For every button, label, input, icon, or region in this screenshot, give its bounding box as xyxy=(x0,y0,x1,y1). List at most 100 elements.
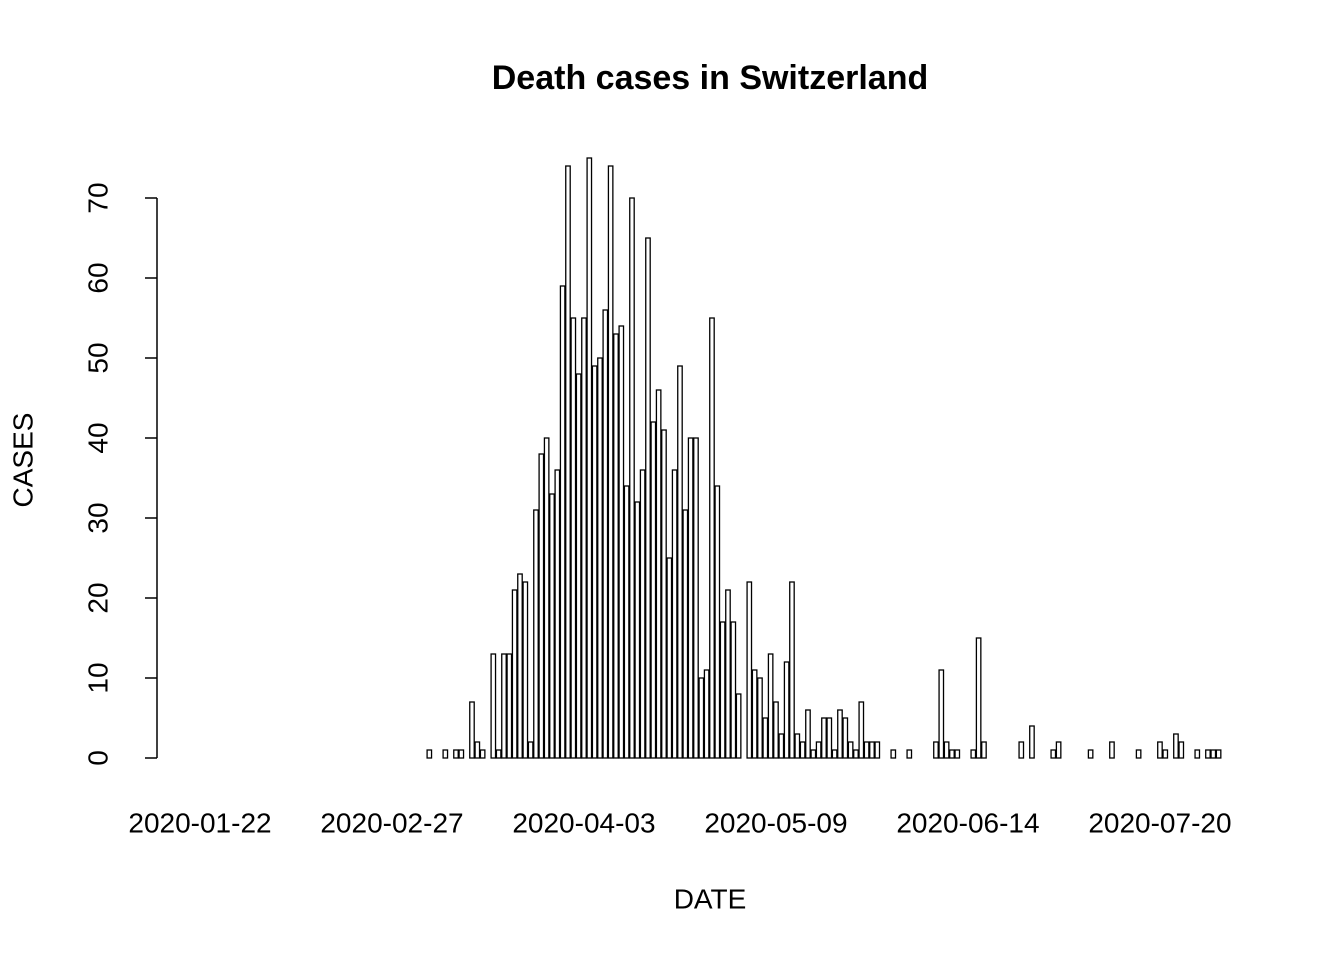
bar xyxy=(719,621,726,759)
bar xyxy=(661,429,667,759)
bar xyxy=(1173,733,1179,759)
bar xyxy=(1162,749,1169,759)
bar xyxy=(949,749,955,759)
bar xyxy=(714,485,721,759)
bar xyxy=(490,653,497,759)
bar xyxy=(869,741,875,759)
bar xyxy=(458,749,465,759)
bar xyxy=(938,669,945,759)
y-tick-label: 40 xyxy=(82,422,113,453)
bar xyxy=(687,437,694,759)
y-tick-label: 20 xyxy=(82,582,113,613)
bar xyxy=(623,485,630,759)
bar xyxy=(565,165,571,759)
bar xyxy=(735,693,742,759)
y-axis-label: CASES xyxy=(7,413,38,508)
bar xyxy=(746,581,753,759)
y-tick-label: 70 xyxy=(82,182,113,213)
bar xyxy=(543,437,550,759)
bar xyxy=(842,717,849,759)
bar xyxy=(549,493,555,759)
bar xyxy=(426,749,433,759)
bar xyxy=(1087,749,1094,759)
bar xyxy=(757,677,763,759)
bar xyxy=(1194,749,1201,759)
bar xyxy=(794,733,801,759)
bar xyxy=(730,621,737,759)
bar xyxy=(975,637,982,759)
bar xyxy=(639,469,646,759)
bar xyxy=(933,741,939,759)
bar xyxy=(709,317,715,759)
chart-title: Death cases in Switzerland xyxy=(492,59,929,97)
bar xyxy=(645,237,651,759)
bar xyxy=(479,749,486,759)
y-tick-label: 30 xyxy=(82,502,113,533)
bar xyxy=(1215,749,1222,759)
bar xyxy=(943,741,950,759)
bar xyxy=(570,317,577,759)
bar xyxy=(511,589,518,759)
y-tick-label: 0 xyxy=(82,750,113,766)
bar xyxy=(799,741,806,759)
bar xyxy=(474,741,481,759)
bar xyxy=(751,669,758,759)
bar xyxy=(783,661,790,759)
bar xyxy=(1055,741,1062,759)
bar xyxy=(1210,749,1217,759)
bar xyxy=(442,749,449,759)
bar xyxy=(469,701,475,759)
bar xyxy=(581,317,587,759)
bar xyxy=(847,741,854,759)
bar xyxy=(805,709,811,759)
bar xyxy=(613,333,619,759)
bar xyxy=(538,453,545,759)
bar xyxy=(559,285,566,759)
bar xyxy=(837,709,843,759)
bar xyxy=(453,749,459,759)
bar xyxy=(725,589,731,759)
bar xyxy=(1135,749,1142,759)
bar xyxy=(970,749,977,759)
bar xyxy=(954,749,961,759)
bar xyxy=(607,165,614,759)
bar xyxy=(698,677,705,759)
bar xyxy=(1029,725,1035,759)
bar xyxy=(789,581,795,759)
bar xyxy=(831,749,838,759)
x-tick-label: 2020-01-22 xyxy=(128,807,271,838)
bar xyxy=(575,373,582,759)
bar xyxy=(853,749,859,759)
bar xyxy=(1018,741,1025,759)
bar xyxy=(495,749,502,759)
bar xyxy=(533,509,539,759)
bar xyxy=(554,469,561,759)
bar xyxy=(693,437,699,759)
bar xyxy=(591,365,598,759)
x-tick-label: 2020-04-03 xyxy=(512,807,655,838)
bar xyxy=(906,749,913,759)
bar xyxy=(506,653,513,759)
bar xyxy=(522,581,529,759)
bar xyxy=(586,157,593,759)
bar xyxy=(629,197,635,759)
bar xyxy=(682,509,689,759)
bar xyxy=(1178,741,1185,759)
bar xyxy=(703,669,710,759)
bar xyxy=(874,741,881,759)
bar xyxy=(650,421,657,759)
bar xyxy=(677,365,683,759)
bar xyxy=(1205,749,1211,759)
x-tick-label: 2020-07-20 xyxy=(1088,807,1231,838)
bar xyxy=(890,749,897,759)
bar xyxy=(778,733,785,759)
bar xyxy=(671,469,678,759)
bar xyxy=(858,701,865,759)
x-tick-label: 2020-06-14 xyxy=(896,807,1039,838)
bar xyxy=(666,557,673,759)
bar xyxy=(773,701,779,759)
bar xyxy=(815,741,822,759)
bar xyxy=(810,749,817,759)
bar xyxy=(762,717,769,759)
y-tick-label: 60 xyxy=(82,262,113,293)
